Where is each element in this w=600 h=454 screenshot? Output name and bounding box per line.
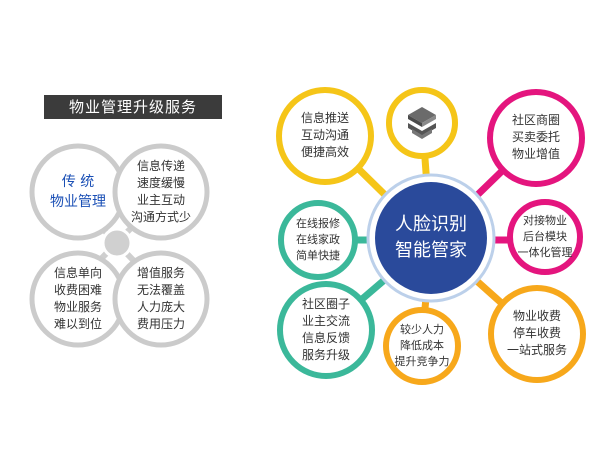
center-text: 人脸识别 智能管家: [395, 214, 467, 261]
right-node-info-push-text: 信息推送 互动沟通 便捷高效: [300, 111, 349, 159]
right-node-less-manpower: [383, 307, 461, 385]
right-node-fee-collection-text: 物业收费 停车收费 一站式服务: [506, 309, 567, 357]
right-node-backend-text: 对接物业 后台模块 一体化管理: [517, 214, 573, 259]
page-title: 物业管理升级服务: [44, 95, 222, 119]
center-node: [375, 182, 487, 294]
right-node-community-circle-text: 社区圈子 业主交流 信息反馈 服务升级: [301, 297, 350, 362]
left-node-traditional-text: 传 统物业管理: [50, 174, 106, 210]
right-node-community-business-text: 社区商圈 买卖委托 物业增值: [511, 113, 560, 161]
stacked-layers-logo-icon: [408, 107, 436, 139]
right-node-backend: [507, 199, 583, 275]
left-hub: [101, 227, 133, 259]
left-node-value-added: [112, 250, 210, 348]
right-node-less-manpower-text: 较少人力 降低成本 提升竞争力: [394, 323, 450, 368]
right-node-community-business: [487, 89, 585, 187]
right-node-community-circle: [277, 281, 375, 379]
right-node-online-repair: [278, 200, 358, 280]
left-node-info-slow: [112, 143, 210, 241]
left-node-value-added-text: 增值服务 无法覆盖 人力庞大 费用压力: [136, 266, 185, 331]
left-node-one-way-text: 信息单向 收费困难 物业服务 难以到位: [53, 266, 102, 331]
left-node-info-slow-text: 信息传递 速度缓慢 业主互动 沟通方式少: [130, 159, 191, 224]
right-node-info-push: [276, 87, 374, 185]
right-node-fee-collection: [488, 285, 586, 383]
right-node-online-repair-text: 在线报修 在线家政 简单快捷: [296, 217, 340, 262]
